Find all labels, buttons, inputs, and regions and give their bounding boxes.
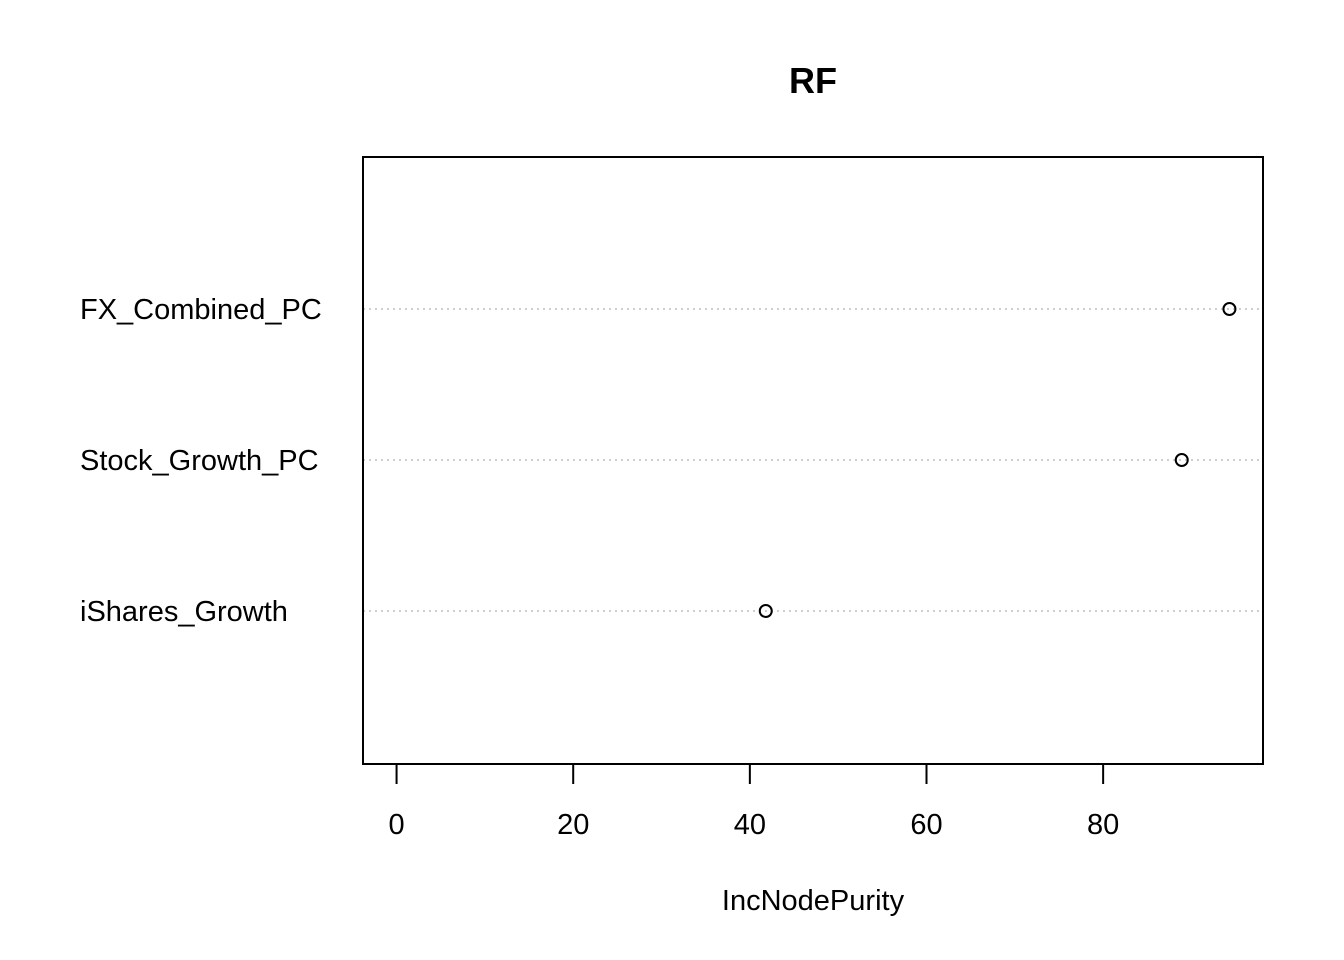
data-point xyxy=(758,604,773,618)
x-tick-label: 60 xyxy=(910,809,942,841)
x-tick-label: 40 xyxy=(734,809,766,841)
data-point xyxy=(1174,453,1189,467)
x-axis-label: IncNodePurity xyxy=(722,885,905,917)
x-tick-label: 80 xyxy=(1087,809,1119,841)
data-point xyxy=(1222,302,1237,316)
category-label: iShares_Growth xyxy=(80,596,288,628)
x-tick-label: 0 xyxy=(388,809,404,841)
category-labels: FX_Combined_PC Stock_Growth_PC iShares_Gro… xyxy=(80,294,322,628)
x-tick-label: 20 xyxy=(557,809,589,841)
category-label: FX_Combined_PC xyxy=(80,294,322,326)
data-points xyxy=(758,302,1237,618)
x-axis: 0 20 40 60 80 xyxy=(388,763,1119,841)
chart-title: RF xyxy=(789,60,837,101)
grid-lines xyxy=(363,308,1263,612)
category-label: Stock_Growth_PC xyxy=(80,445,319,477)
